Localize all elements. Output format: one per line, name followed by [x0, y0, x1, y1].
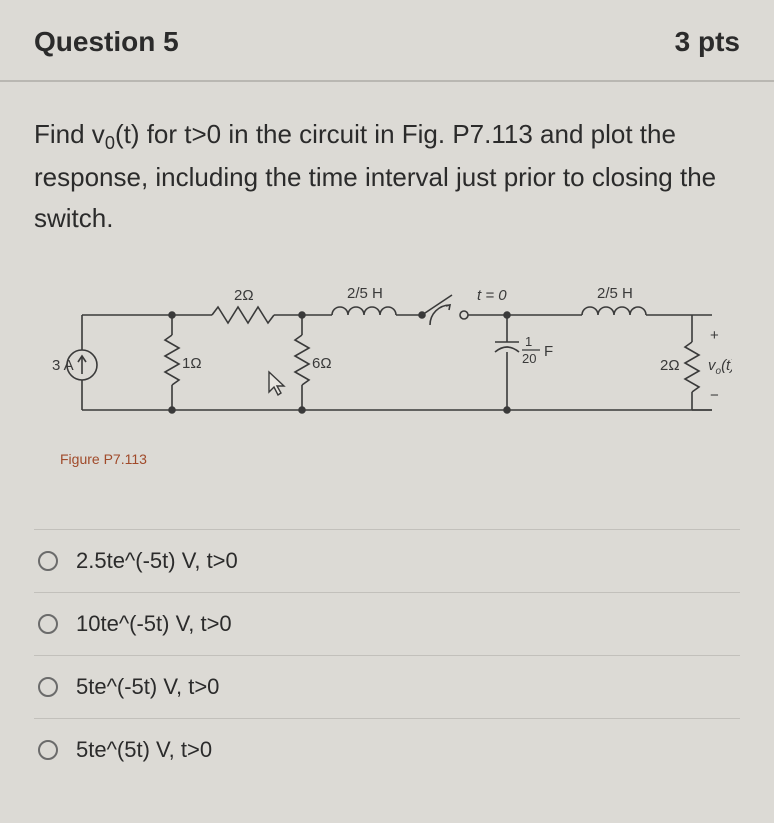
label-cap-den: 20	[522, 351, 536, 366]
question-body: Find v0(t) for t>0 in the circuit in Fig…	[0, 82, 774, 781]
circuit-figure: 3 A 1Ω 2Ω 6Ω 2/5 H t = 0 1 20 F 2/5 H 2Ω…	[34, 266, 740, 467]
option-2[interactable]: 10te^(-5t) V, t>0	[34, 592, 740, 655]
option-label: 2.5te^(-5t) V, t>0	[76, 548, 238, 574]
label-r6: 6Ω	[312, 355, 332, 372]
question-prompt: Find v0(t) for t>0 in the circuit in Fig…	[34, 114, 740, 238]
label-rout: 2Ω	[660, 357, 680, 374]
radio-icon[interactable]	[38, 614, 58, 634]
figure-caption: Figure P7.113	[60, 451, 740, 467]
radio-icon[interactable]	[38, 677, 58, 697]
label-current-source: 3 A	[52, 357, 74, 374]
radio-icon[interactable]	[38, 551, 58, 571]
label-l2: 2/5 H	[597, 285, 633, 302]
option-label: 5te^(-5t) V, t>0	[76, 674, 219, 700]
question-header: Question 5 3 pts	[0, 0, 774, 82]
answer-options: 2.5te^(-5t) V, t>0 10te^(-5t) V, t>0 5te…	[34, 529, 740, 781]
option-3[interactable]: 5te^(-5t) V, t>0	[34, 655, 740, 718]
question-title: Question 5	[34, 26, 179, 58]
question-points: 3 pts	[675, 26, 740, 58]
option-label: 5te^(5t) V, t>0	[76, 737, 212, 763]
option-4[interactable]: 5te^(5t) V, t>0	[34, 718, 740, 781]
option-label: 10te^(-5t) V, t>0	[76, 611, 232, 637]
label-plus: +	[710, 327, 719, 344]
label-r2: 2Ω	[234, 287, 254, 304]
label-r1: 1Ω	[182, 355, 202, 372]
label-cap-unit: F	[544, 343, 553, 360]
option-1[interactable]: 2.5te^(-5t) V, t>0	[34, 529, 740, 592]
label-vout: vo(t)	[708, 357, 732, 377]
label-minus: −	[710, 387, 719, 404]
label-switch-time: t = 0	[477, 287, 507, 304]
circuit-svg: 3 A 1Ω 2Ω 6Ω 2/5 H t = 0 1 20 F 2/5 H 2Ω…	[52, 270, 732, 440]
radio-icon[interactable]	[38, 740, 58, 760]
label-cap-num: 1	[525, 334, 532, 349]
question-page: Question 5 3 pts Find v0(t) for t>0 in t…	[0, 0, 774, 823]
label-l1: 2/5 H	[347, 285, 383, 302]
